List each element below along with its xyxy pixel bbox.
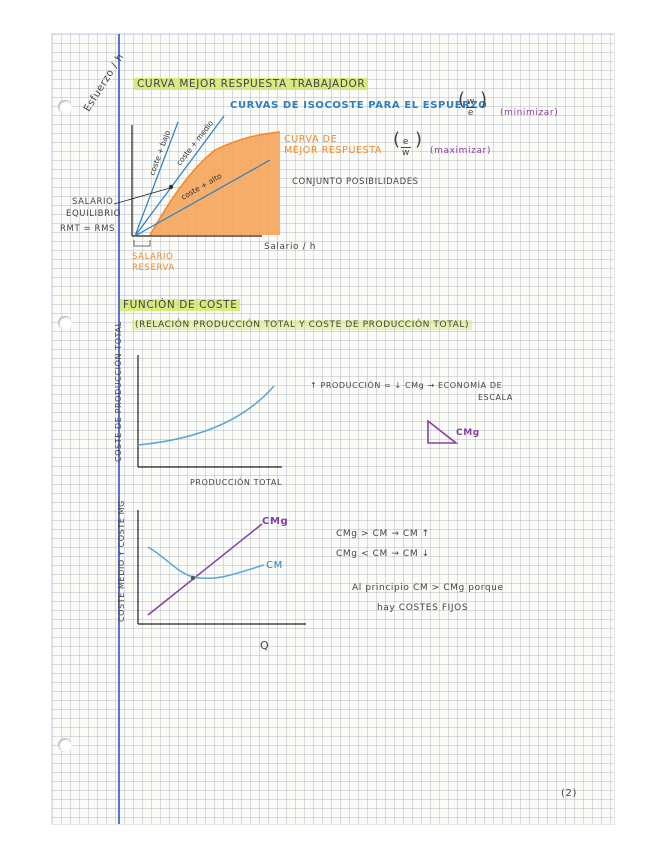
economy-of-scale-note-line1: ↑ PRODUCCIÓN = ↓ CMg → ECONOMÍA DE — [310, 381, 503, 390]
feasible-set-label: CONJUNTO POSIBILIDADES — [292, 177, 419, 187]
cm-curve-label: CM — [266, 560, 283, 571]
average-cost-curve — [147, 546, 265, 580]
x-axis-label-salary: Salario / h — [264, 242, 317, 252]
section-title-best-response: CURVA MEJOR RESPUESTA TRABAJADOR — [134, 78, 369, 90]
reserve-label-line2: RESERVA — [132, 263, 175, 273]
reserve-salary-label: SALARIO RESERVA — [132, 252, 175, 274]
triangle-label: CMg — [456, 428, 480, 438]
rule-cmg-less: CMg < CM → CM ↓ — [336, 549, 430, 559]
fraction-denominator: w — [402, 148, 410, 158]
decreasing-triangle-icon — [427, 419, 459, 444]
notebook-page — [52, 34, 614, 824]
fraction-numerator: e — [402, 137, 410, 147]
reserve-bracket — [133, 240, 151, 247]
intersection-point — [190, 575, 196, 581]
cmg-curve-label: CMg — [262, 516, 289, 527]
binder-hole — [58, 100, 72, 114]
reserve-label-line1: SALARIO — [132, 252, 174, 262]
equilibrium-salary-label: SALARIO EQUILIBRIO RMT = RMS — [60, 196, 121, 235]
isocost-line-low — [134, 121, 179, 237]
equilibrium-label-line1: SALARIO — [72, 197, 114, 207]
best-response-label-line2: MEJOR RESPUESTA — [284, 145, 383, 156]
best-response-fraction: ( e w ) — [393, 129, 423, 159]
best-response-label-line1: CURVA DE — [284, 134, 338, 145]
fraction-denominator: e — [467, 108, 475, 118]
rule-cmg-greater: CMg > CM → CM ↑ — [336, 529, 430, 539]
isocost-line-mid — [134, 115, 225, 237]
best-response-label: CURVA DE MEJOR RESPUESTA — [284, 134, 382, 156]
rule-fixed-costs-line1: Al principio CM > CMg porque — [352, 583, 504, 593]
section-title-cost-function: FUNCIÓN DE COSTE — [120, 299, 241, 311]
isocost-fraction: ( w e ) — [458, 89, 488, 119]
binder-hole — [58, 316, 72, 330]
equilibrium-pointer — [113, 187, 171, 205]
margin-line — [118, 34, 120, 824]
binder-hole — [58, 738, 72, 752]
chart1-x-label: PRODUCCIÓN TOTAL — [190, 478, 283, 487]
total-cost-curve — [137, 385, 275, 446]
marginal-cost-curve — [147, 523, 263, 616]
isocost-line-high — [134, 159, 271, 237]
isocost-title: CURVAS DE ISOCOSTE PARA EL ESPUERZO — [230, 100, 488, 111]
equilibrium-label-line3: RMT = RMS — [60, 224, 115, 234]
section-subtitle: (RELACIÓN PRODUCCIÓN TOTAL Y COSTE DE PR… — [132, 320, 473, 330]
page-number: (2) — [561, 788, 577, 799]
economy-of-scale-note-line2: ESCALA — [478, 393, 513, 402]
equilibrium-label-line2: EQUILIBRIO — [66, 209, 121, 219]
rule-fixed-costs-line2: hay COSTES FIJOS — [377, 603, 469, 613]
chart2-x-label: Q — [260, 639, 270, 652]
best-response-note: (maximizar) — [430, 146, 491, 156]
isocost-note: (minimizar) — [500, 108, 559, 118]
best-response-curve — [149, 131, 281, 236]
fraction-numerator: w — [467, 97, 475, 107]
